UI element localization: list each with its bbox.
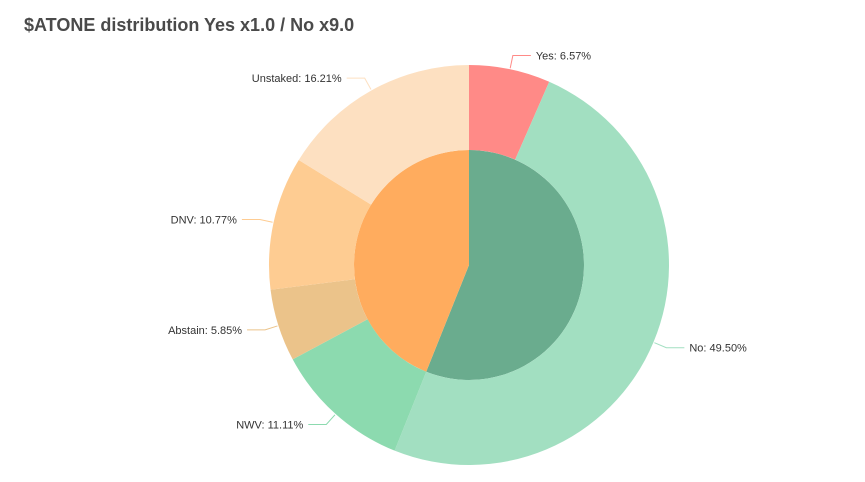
slice-label-unstaked: Unstaked: 16.21% xyxy=(252,73,342,85)
leader-line-unstaked xyxy=(346,77,372,90)
chart-title: $ATONE distribution Yes x1.0 / No x9.0 xyxy=(24,15,355,35)
outer-slice-abstain xyxy=(270,279,368,360)
slice-label-dnv: DNV: 10.77% xyxy=(171,215,237,227)
outer-ring xyxy=(268,65,669,465)
outer-slice-no xyxy=(394,81,669,465)
leader-line-dnv xyxy=(241,219,273,223)
outer-slice-nwv xyxy=(292,319,427,451)
outer-slice-unstaked xyxy=(298,65,469,205)
inner-slice-0 xyxy=(426,150,585,380)
slice-label-nwv: NWV: 11.11% xyxy=(236,419,303,431)
slice-label-no: No: 49.50% xyxy=(689,343,747,355)
leader-line-no xyxy=(654,342,685,349)
leader-line-abstain xyxy=(247,325,278,331)
inner-ring xyxy=(353,150,585,380)
slice-label-yes: Yes: 6.57% xyxy=(536,51,591,63)
outer-slice-yes xyxy=(469,65,550,160)
slice-labels: Yes: 6.57% No: 49.50% NWV: 11.11% Abstain: … xyxy=(168,51,747,432)
slice-label-abstain: Abstain: 5.85% xyxy=(168,325,242,337)
inner-slice-1 xyxy=(353,150,469,372)
leader-line-nwv xyxy=(308,414,336,425)
outer-slice-dnv xyxy=(268,160,372,290)
leader-line-yes xyxy=(509,55,531,69)
